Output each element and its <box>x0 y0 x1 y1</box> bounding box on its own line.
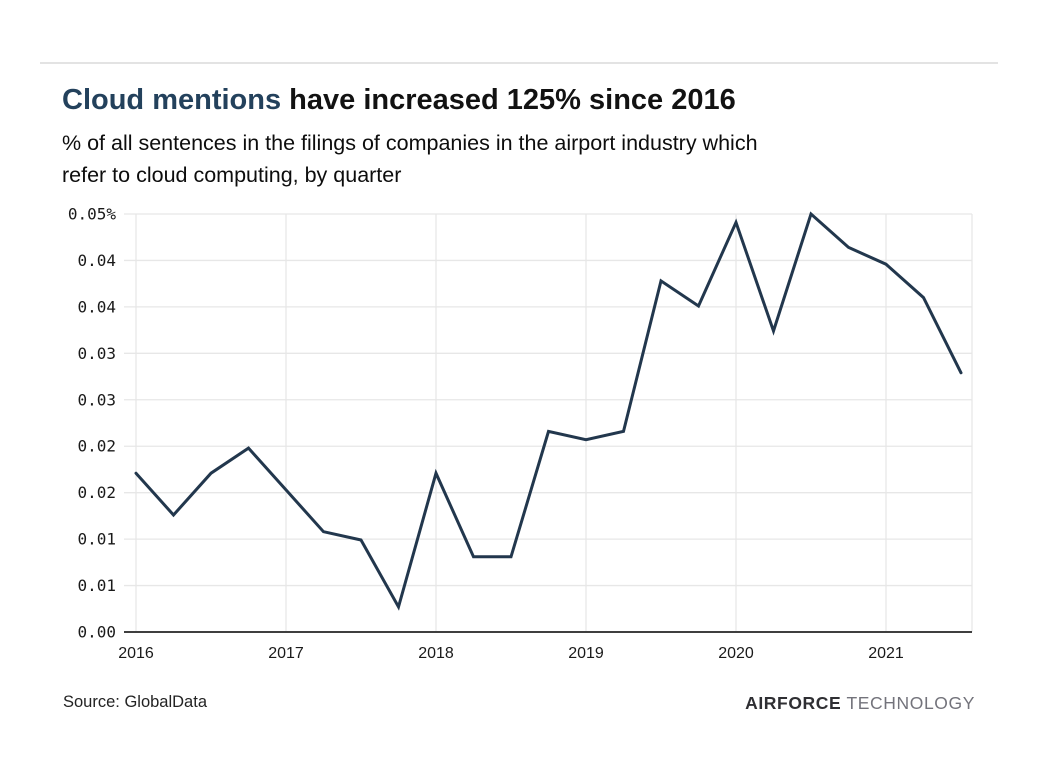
brand-logo: AIRFORCE TECHNOLOGY <box>745 693 975 714</box>
source-credit: Source: GlobalData <box>63 693 207 711</box>
x-tick-label: 2021 <box>868 645 904 662</box>
x-tick-label: 2018 <box>418 645 454 662</box>
y-tick-label: 0.05% <box>68 205 117 224</box>
x-tick-label: 2020 <box>718 645 754 662</box>
y-tick-label: 0.00 <box>77 623 116 642</box>
brand-name-light: TECHNOLOGY <box>846 693 975 713</box>
chart-subtitle-line-2: refer to cloud computing, by quarter <box>62 163 402 187</box>
title-highlight: Cloud mentions <box>62 84 282 116</box>
y-tick-label: 0.01 <box>77 576 116 595</box>
x-tick-label: 2017 <box>268 645 304 662</box>
y-tick-label: 0.04 <box>77 251 116 270</box>
x-gridlines <box>135 214 973 632</box>
chart-subtitle-line-1: % of all sentences in the filings of com… <box>62 131 758 155</box>
y-tick-labels: 0.05% 0.04 0.04 0.03 0.03 0.02 0.02 0.01 0.01 0.0… <box>68 205 117 642</box>
y-tick-label: 0.03 <box>77 344 116 363</box>
top-rule-divider <box>40 62 998 64</box>
x-tick-label: 2019 <box>568 645 604 662</box>
y-tick-label: 0.03 <box>77 390 116 409</box>
y-tick-label: 0.01 <box>77 530 116 549</box>
page-title: Cloud mentions have increased 125% since… <box>62 83 736 117</box>
x-tick-labels: 2016 2017 2018 2019 2020 2021 <box>118 645 904 662</box>
chart-subtitle: % of all sentences in the filings of com… <box>62 127 758 191</box>
y-gridlines <box>124 213 972 587</box>
x-tick-label: 2016 <box>118 645 154 662</box>
brand-name-bold: AIRFORCE <box>745 693 842 713</box>
series-line <box>134 211 963 611</box>
y-tick-label: 0.02 <box>77 437 116 456</box>
y-tick-label: 0.04 <box>77 297 116 316</box>
y-tick-label: 0.02 <box>77 483 116 502</box>
title-rest: have increased 125% since 2016 <box>281 84 736 116</box>
